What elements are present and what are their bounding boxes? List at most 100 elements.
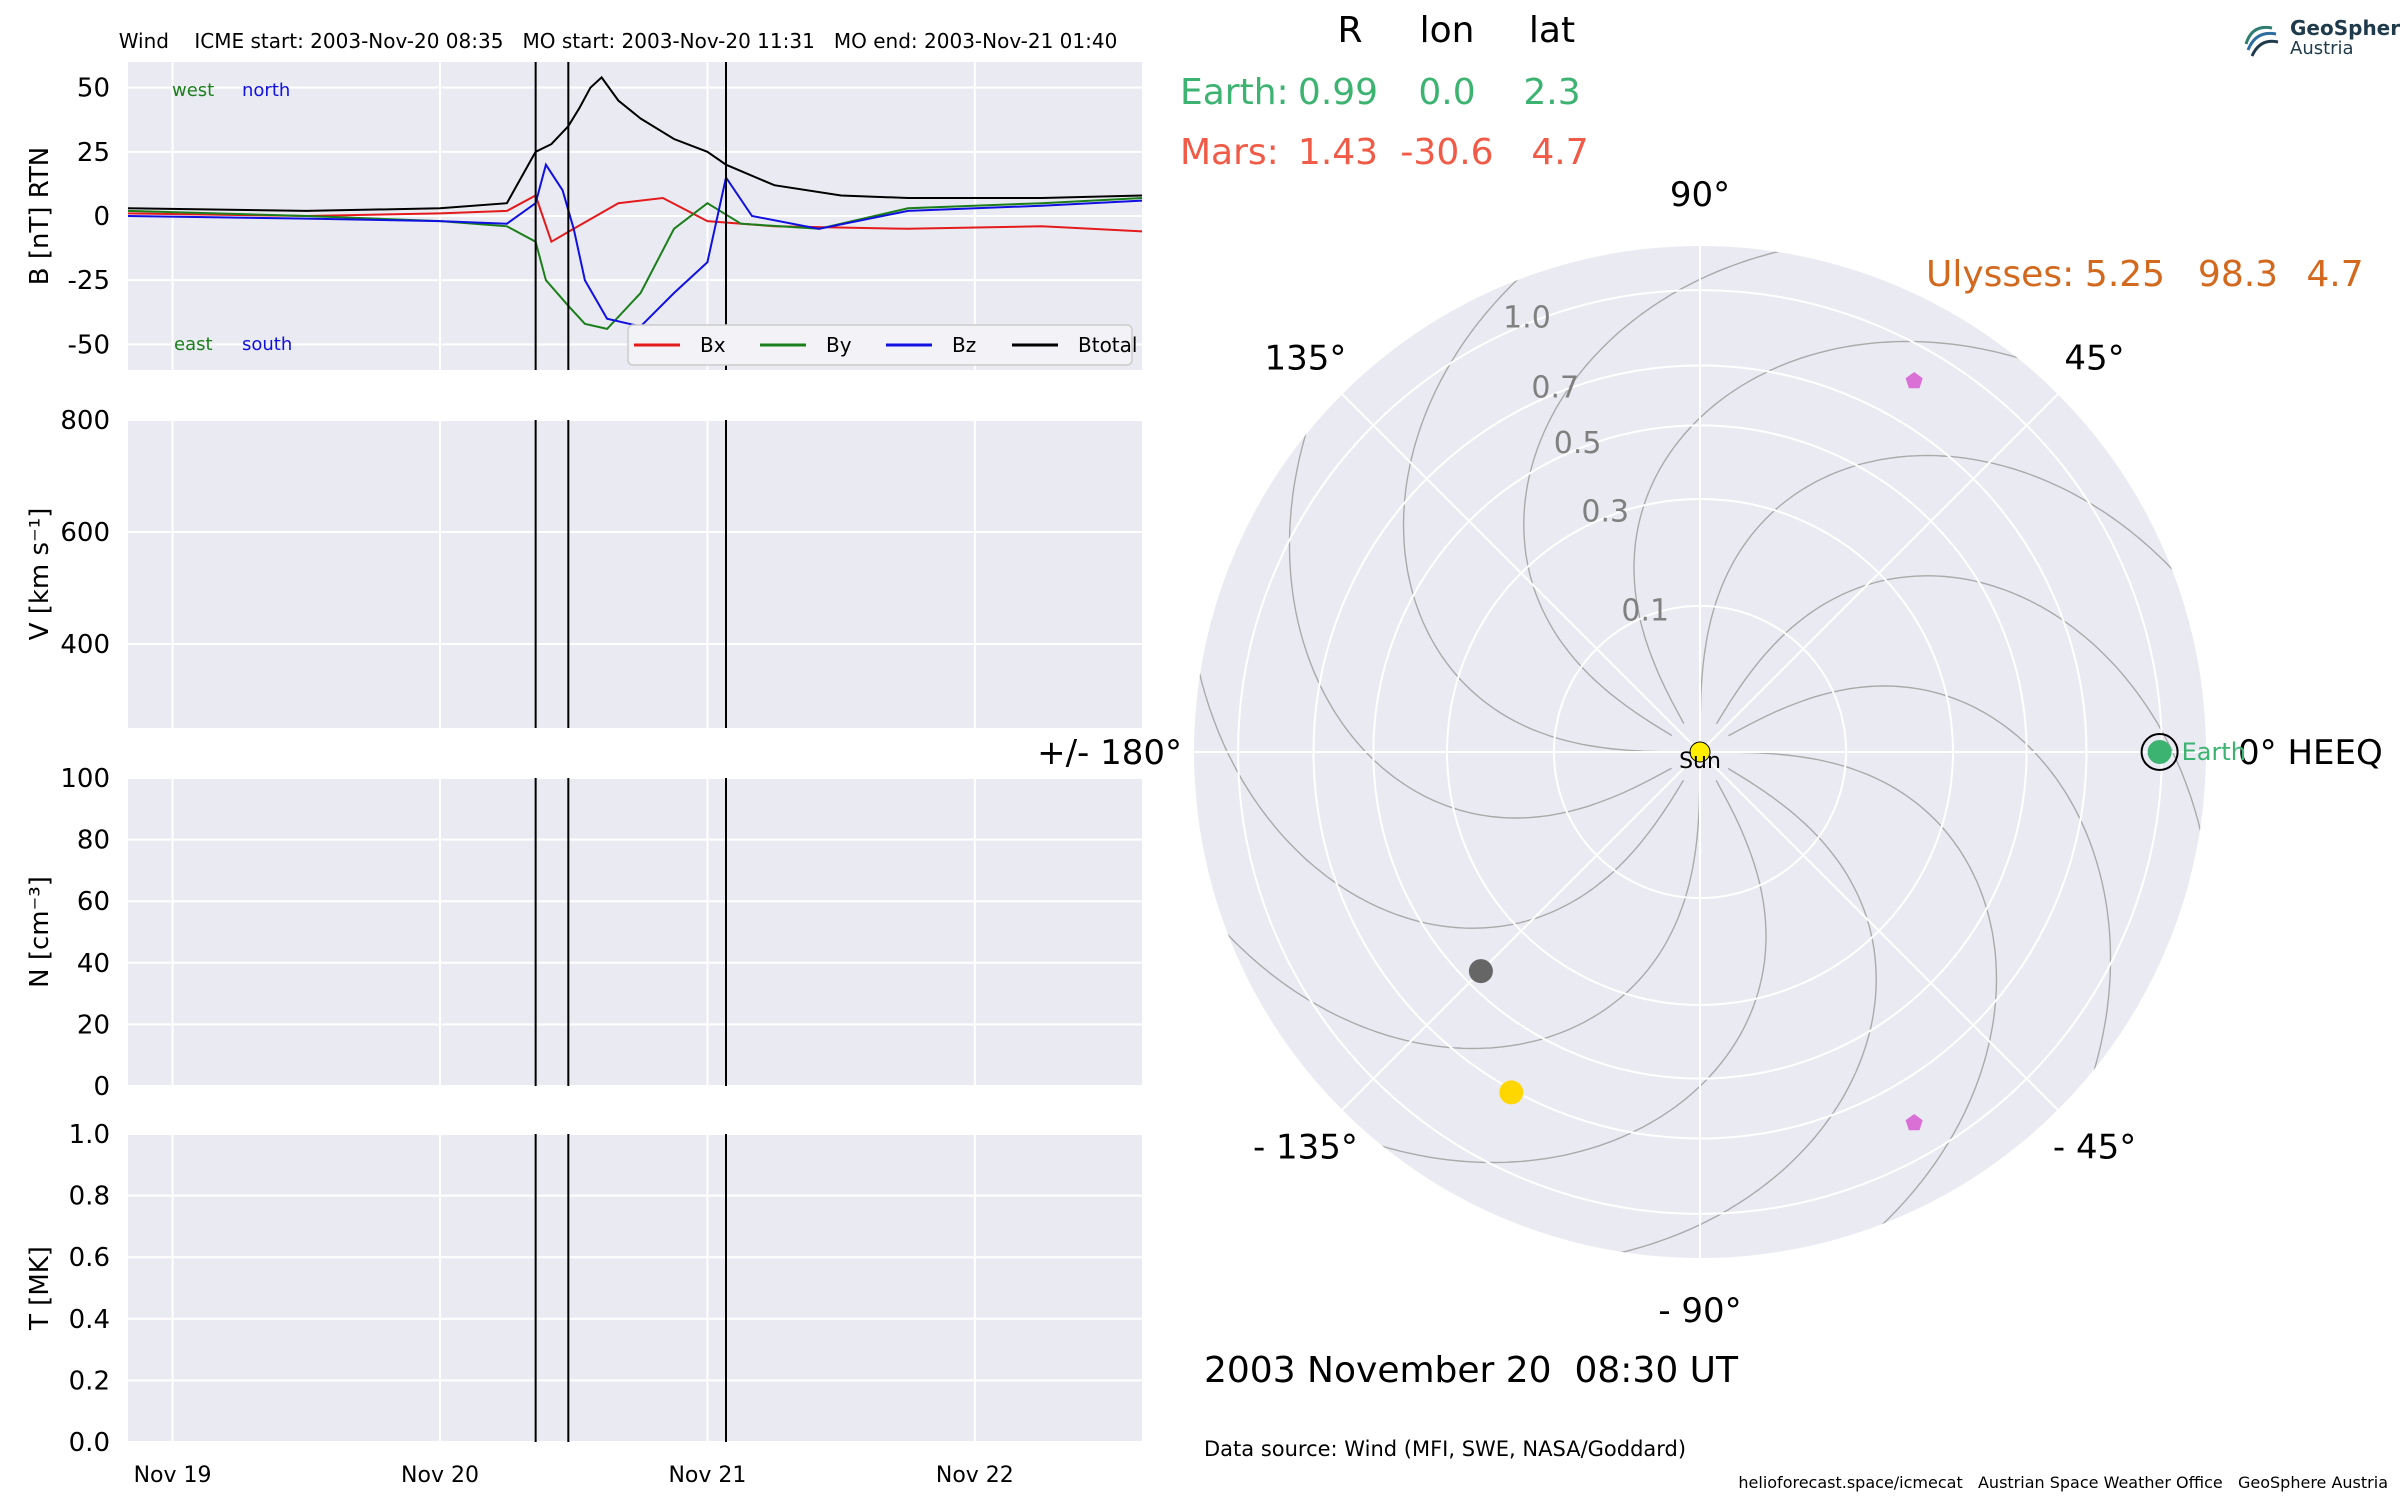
r-tick-label: 1.0 [1503,301,1551,336]
parker-spiral-line [1333,780,1767,1164]
probe-north-marker [1905,372,1923,389]
y-tick-label: 50 [77,74,110,104]
annotation-east: east [174,334,213,355]
angle-label: +/- 180° [1037,733,1182,773]
geosphere-swirl-icon [2244,25,2279,57]
y-tick-label: 600 [60,518,110,548]
sun-marker [1689,741,1711,763]
parker-spiral-line [1570,767,1877,1258]
table-lon-ulysses: 98.3 [2198,254,2278,295]
r-tick-label: 0.7 [1531,371,1579,406]
panel-density: 100 80 60 40 20 0 N [cm⁻³] [25,764,1142,1102]
y-axis-label: T [MK] [25,1246,55,1331]
annotation-north: north [242,80,290,101]
y-tick-label: 60 [77,887,110,917]
parker-spiral-line [1194,622,1685,929]
legend-label-bx: Bx [700,333,726,357]
panel-temperature: 1.0 0.8 0.6 0.4 0.2 0.0 T [MK] Nov 19 Nov 20 Nov … [25,1120,1142,1488]
y-tick-label: 0 [93,1072,110,1102]
y-tick-label: 0.8 [69,1182,110,1212]
annotation-west: west [172,80,214,101]
angle-label: 0° HEEQ [2238,733,2383,773]
y-tick-label: 20 [77,1010,110,1040]
panel-background [128,420,1142,728]
r-gridline [1312,364,2088,1140]
table-name-ulysses: Ulysses: [1926,254,2074,295]
sun-label: Sun [1679,749,1721,774]
r-gridline [1552,604,1848,900]
earth-label: Earth [2182,738,2246,766]
table-header-lon: lon [1420,10,1475,51]
angle-label: - 45° [2053,1128,2136,1168]
legend-label-by: By [826,333,852,357]
geosphere-logo: GeoSphere Austria [2238,12,2400,62]
parker-spiral-line [1288,385,1672,819]
y-axis-label: V [km s⁻¹] [25,508,55,641]
y-tick-label: 800 [60,406,110,436]
x-tick-label: Nov 21 [668,1463,746,1488]
angle-label: - 135° [1253,1128,1358,1168]
parker-spiral-line [1194,784,1701,1050]
y-tick-label: 0.6 [69,1243,110,1273]
y-tick-label: -50 [68,330,110,360]
y-tick-label: 0.4 [69,1305,110,1335]
logo-line1: GeoSphere [2290,16,2400,40]
parker-spiral-line [1523,246,1830,737]
y-axis-label: B [nT] RTN [25,147,55,286]
data-source: Data source: Wind (MFI, SWE, NASA/Goddar… [1204,1437,1686,1461]
figure-title: Wind ICME start: 2003-Nov-20 08:35 MO st… [119,29,1118,53]
legend-label-btotal: Btotal [1078,333,1137,357]
r-gridline [1372,424,2028,1080]
series-line-btotal [127,75,1143,212]
table-lat-mars: 4.7 [1531,132,1588,173]
polar-position-plot: 0.1 0.3 0.5 0.7 1.0 0° HEEQ 45° 90° 135° +/- 180°… [1037,10,2383,1331]
venus-marker [1499,1080,1524,1105]
x-tick-label: Nov 19 [134,1463,212,1488]
x-tick-label: Nov 22 [936,1463,1014,1488]
table-lat-ulysses: 4.7 [2306,254,2363,295]
table-header-r: R [1337,10,1362,51]
parker-spiral-line [1402,246,1668,753]
table-header-lat: lat [1529,10,1575,51]
y-tick-label: 400 [60,630,110,660]
y-tick-label: 25 [77,138,110,168]
y-axis-label: N [cm⁻³] [25,876,55,988]
r-tick-label: 0.1 [1621,594,1669,629]
parker-spirals [1194,246,2206,1258]
table-name-mars: Mars: [1180,132,1279,173]
panel-background [128,778,1142,1086]
table-lat-earth: 2.3 [1523,72,1580,113]
parker-spiral-line [1699,454,2206,720]
earth-ring [2140,733,2179,771]
y-tick-label: 40 [77,949,110,979]
logo-line2: Austria [2290,38,2354,59]
earth-marker [2147,740,2172,764]
angle-label: - 90° [1658,1291,1741,1331]
legend-box [627,324,1133,366]
parker-spiral-line [1728,685,2112,1119]
table-r-ulysses: 5.25 [2085,254,2165,295]
y-tick-label: 100 [60,764,110,794]
y-tick-label: 80 [77,826,110,856]
table-lon-earth: 0.0 [1418,72,1475,113]
series-line-bz [127,162,1143,328]
r-tick-label: 0.3 [1581,494,1629,529]
y-tick-label: 0.0 [69,1428,110,1458]
y-tick-label: 0 [93,202,110,232]
angle-label: 135° [1264,338,1346,378]
table-name-earth: Earth: [1180,72,1289,113]
y-tick-label: -25 [68,266,110,296]
annotation-south: south [242,334,292,355]
y-tick-label: 1.0 [69,1120,110,1150]
credits: helioforecast.space/icmecat Austrian Spa… [1738,1473,2388,1492]
table-lon-mars: -30.6 [1400,132,1493,173]
mercury-marker [1468,959,1493,984]
table-r-mars: 1.43 [1298,132,1378,173]
panel-background [128,1134,1142,1442]
parker-spiral-line [1732,751,1998,1258]
angle-label: 90° [1670,175,1730,215]
time-series-panels: 50 25 0 -25 -50 B [nT] RTN west north east south B… [25,62,1143,1488]
parker-spiral-line [1633,340,2067,724]
